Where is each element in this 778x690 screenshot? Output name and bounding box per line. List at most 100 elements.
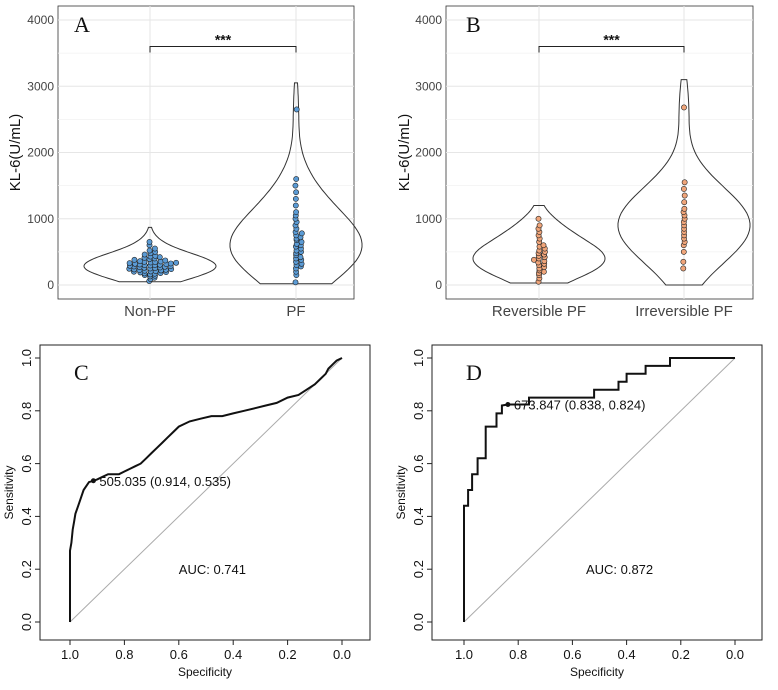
y-tick-label: 0.8 bbox=[19, 402, 34, 420]
data-point bbox=[681, 104, 687, 111]
violin-panel-a: 0 1000 2000 3000 4000 KL-6(U/mL) Non-PF PF *** A bbox=[7, 5, 363, 320]
panel-letter: A bbox=[74, 12, 90, 37]
threshold-label: 673.847 (0.838, 0.824) bbox=[514, 397, 646, 412]
data-point bbox=[141, 251, 148, 258]
y-tick-label: 0.4 bbox=[19, 507, 34, 525]
y-tick-label: 1000 bbox=[27, 212, 54, 226]
roc-panel-c: 1.0 0.8 0.6 0.4 0.2 0.0 0.0 0.2 0.4 0.6 0.8 1.0 Spec… bbox=[2, 344, 371, 679]
reference-diagonal bbox=[69, 357, 343, 623]
data-point bbox=[167, 260, 174, 267]
data-point bbox=[540, 242, 547, 249]
x-tick-label: 0.6 bbox=[170, 647, 188, 662]
data-point bbox=[146, 239, 153, 245]
data-point bbox=[292, 279, 299, 286]
x-category-label: Non-PF bbox=[124, 303, 176, 320]
panel-letter: D bbox=[466, 360, 482, 385]
threshold-point bbox=[90, 478, 96, 484]
reference-diagonal bbox=[463, 357, 736, 623]
data-point bbox=[681, 186, 687, 192]
y-tick-label: 0.0 bbox=[411, 613, 426, 631]
data-point bbox=[680, 265, 687, 272]
x-tick-label: 0.2 bbox=[279, 647, 297, 662]
roc-curve bbox=[69, 357, 343, 622]
x-category-label: Reversible PF bbox=[492, 303, 586, 320]
y-tick-label: 0.2 bbox=[411, 560, 426, 578]
x-tick-label: 0.4 bbox=[618, 647, 636, 662]
data-point bbox=[680, 248, 687, 255]
y-tick-label: 0.6 bbox=[411, 455, 426, 473]
y-tick-label: 0 bbox=[47, 278, 54, 292]
x-tick-label: 0.6 bbox=[563, 647, 581, 662]
y-tick-label: 0 bbox=[435, 278, 442, 292]
violin-reversible-pf bbox=[472, 205, 606, 284]
significance-label: *** bbox=[603, 32, 620, 48]
threshold-label: 505.035 (0.914, 0.535) bbox=[99, 474, 231, 489]
data-point bbox=[293, 176, 300, 182]
significance-label: *** bbox=[215, 32, 232, 48]
y-tick-label: 0.0 bbox=[19, 613, 34, 631]
data-point bbox=[680, 258, 687, 265]
data-point bbox=[681, 205, 688, 212]
y-tick-label: 1.0 bbox=[19, 349, 34, 367]
data-point bbox=[131, 256, 138, 263]
data-point bbox=[298, 230, 305, 237]
y-tick-label: 4000 bbox=[415, 13, 442, 27]
y-tick-label: 3000 bbox=[27, 79, 54, 93]
auc-label: AUC: 0.872 bbox=[586, 562, 653, 577]
y-axis-label: Sensitivity bbox=[2, 465, 16, 519]
panel-letter: B bbox=[466, 12, 481, 37]
plot-frame bbox=[431, 344, 763, 641]
y-tick-label: 1.0 bbox=[411, 349, 426, 367]
data-point bbox=[293, 106, 300, 113]
threshold-point bbox=[505, 401, 511, 407]
y-tick-label: 0.4 bbox=[411, 507, 426, 525]
x-tick-label: 1.0 bbox=[455, 647, 473, 662]
x-tick-label: 0.2 bbox=[672, 647, 690, 662]
x-axis-label: Specificity bbox=[178, 665, 232, 679]
y-tick-label: 2000 bbox=[415, 146, 442, 160]
data-point bbox=[298, 239, 305, 245]
data-point bbox=[535, 215, 542, 222]
y-tick-label: 2000 bbox=[27, 146, 54, 160]
x-tick-label: 0.0 bbox=[726, 647, 744, 662]
violin-pf bbox=[229, 82, 363, 285]
data-point bbox=[293, 189, 300, 196]
y-axis-label: KL-6(U/mL) bbox=[396, 114, 413, 192]
y-axis-label: Sensitivity bbox=[394, 465, 408, 519]
y-tick-label: 0.6 bbox=[19, 455, 34, 473]
auc-label: AUC: 0.741 bbox=[179, 562, 246, 577]
data-point bbox=[152, 245, 158, 252]
x-tick-label: 0.0 bbox=[333, 647, 351, 662]
data-point bbox=[292, 182, 299, 189]
y-tick-label: 0.8 bbox=[411, 402, 426, 420]
y-axis-label: KL-6(U/mL) bbox=[7, 114, 24, 192]
data-point bbox=[173, 259, 180, 266]
data-point bbox=[146, 247, 153, 254]
x-axis-label: Specificity bbox=[570, 665, 624, 679]
data-point bbox=[681, 192, 688, 199]
panel-letter: C bbox=[74, 360, 89, 385]
data-point bbox=[126, 260, 133, 267]
x-tick-label: 0.8 bbox=[509, 647, 527, 662]
data-point bbox=[292, 195, 299, 202]
data-point bbox=[162, 257, 169, 264]
significance-bracket bbox=[149, 46, 297, 53]
significance-bracket bbox=[538, 46, 685, 53]
x-tick-label: 0.8 bbox=[115, 647, 133, 662]
data-point bbox=[137, 258, 143, 265]
y-tick-label: 4000 bbox=[27, 13, 54, 27]
x-category-label: Irreversible PF bbox=[635, 303, 733, 320]
data-point bbox=[681, 179, 688, 186]
violin-irreversible-pf bbox=[617, 79, 751, 286]
y-tick-label: 3000 bbox=[415, 79, 442, 93]
x-tick-label: 0.4 bbox=[224, 647, 242, 662]
y-tick-label: 0.2 bbox=[19, 560, 34, 578]
roc-panel-d: 1.0 0.8 0.6 0.4 0.2 0.0 0.0 0.2 0.4 0.6 0.8 1.0 Spec… bbox=[394, 344, 763, 679]
x-category-label: PF bbox=[286, 303, 305, 320]
plot-frame bbox=[39, 344, 371, 641]
data-point bbox=[531, 256, 537, 263]
roc-curve bbox=[463, 357, 735, 622]
data-point bbox=[681, 199, 688, 206]
data-point bbox=[292, 202, 299, 209]
